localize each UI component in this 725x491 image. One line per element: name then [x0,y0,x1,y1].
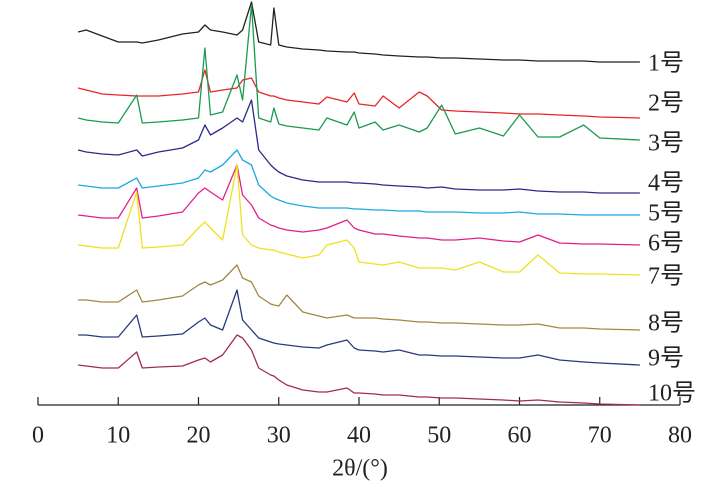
xrd-line [77,1,640,63]
series-label: 8号 [648,311,684,337]
x-tick-label: 50 [427,423,451,449]
x-tick-label: 60 [508,423,532,449]
xrd-line [77,99,640,194]
series-label: 1号 [648,51,684,77]
xrd-line [78,149,640,216]
series-label: 6号 [648,231,684,257]
x-axis-title: 2θ/(°) [332,456,388,482]
series-label: 7号 [648,264,684,290]
series-label: 4号 [648,171,684,197]
x-tick-label: 30 [267,423,291,449]
series-label: 2号 [648,91,684,117]
series-label: 5号 [648,201,684,227]
x-tick-label: 40 [347,423,371,449]
xrd-line [78,264,640,331]
series-label: 10号 [648,381,696,407]
xrd-line [78,164,640,276]
x-tick-label: 20 [187,423,211,449]
series-label: 9号 [648,346,684,372]
x-tick-label: 80 [668,423,692,449]
x-tick-label: 0 [32,423,44,449]
x-tick-label: 10 [106,423,130,449]
xrd-line [77,69,640,119]
x-tick-label: 70 [588,423,612,449]
xrd-line [77,4,640,141]
xrd-line [78,334,640,406]
series-label: 3号 [648,131,684,157]
xrd-line [78,164,640,246]
xrd-line [78,289,640,366]
